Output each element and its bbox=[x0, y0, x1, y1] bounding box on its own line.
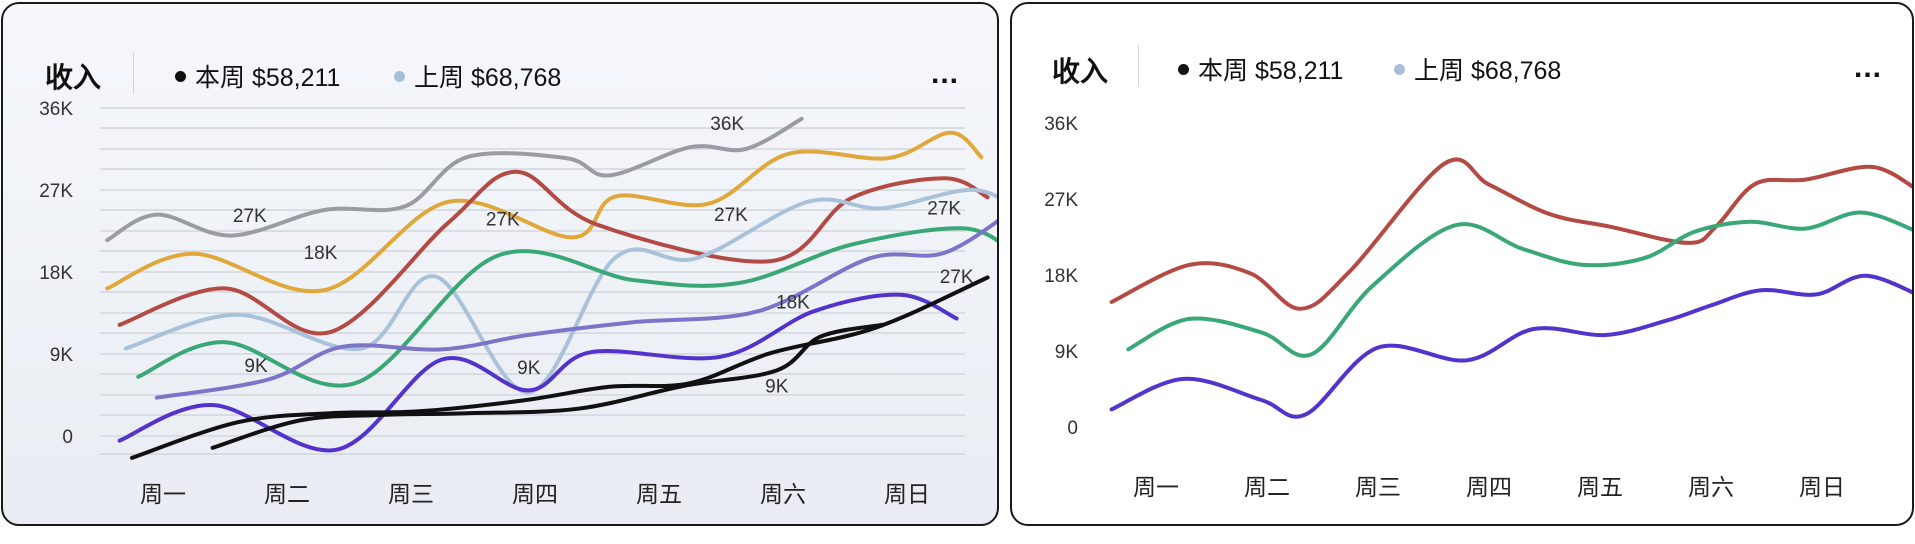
header-divider bbox=[133, 52, 134, 94]
data-label: 18K bbox=[776, 292, 810, 313]
series-lines bbox=[105, 116, 997, 460]
data-label: 36K bbox=[710, 114, 744, 135]
y-axis: 0 9K 18K 27K 36K bbox=[1044, 114, 1078, 439]
x-tick-label: 周三 bbox=[1355, 474, 1401, 500]
x-tick-label: 周日 bbox=[884, 481, 930, 507]
annotations: 27K 18K 27K 36K 27K 9K 9K 18K 9K 27K 27K bbox=[233, 114, 974, 397]
legend-dot-last-week bbox=[1394, 63, 1405, 75]
x-tick-label: 周二 bbox=[1244, 474, 1290, 500]
y-tick-label: 9K bbox=[1055, 342, 1079, 363]
y-tick-label: 27K bbox=[1044, 190, 1078, 211]
legend-dot-this-week bbox=[1178, 63, 1189, 75]
data-label: 27K bbox=[714, 205, 748, 226]
series-line-3 bbox=[117, 169, 990, 336]
x-tick-label: 周一 bbox=[140, 481, 186, 507]
y-tick-label: 9K bbox=[50, 345, 74, 366]
revenue-card-left: 收入 本周 $58,211 上周 $68,768 ... 0 9K 18K 27K 36… bbox=[1, 2, 999, 526]
x-tick-label: 周六 bbox=[1688, 474, 1734, 500]
x-tick-label: 周日 bbox=[1799, 474, 1845, 500]
header-divider bbox=[1138, 45, 1139, 87]
data-label: 9K bbox=[765, 376, 789, 397]
y-tick-label: 36K bbox=[39, 99, 73, 120]
series-line-6 bbox=[154, 219, 997, 400]
data-label: 9K bbox=[244, 356, 268, 377]
x-tick-label: 周二 bbox=[264, 481, 310, 507]
x-axis: 周一 周二 周三 周四 周五 周六 周日 bbox=[140, 481, 930, 507]
data-label: 27K bbox=[940, 267, 974, 288]
more-options-icon[interactable]: ... bbox=[931, 57, 960, 90]
series-lines bbox=[1109, 157, 1912, 419]
series-line-5 bbox=[136, 226, 997, 388]
series-line-1 bbox=[105, 116, 804, 243]
legend-this-week[interactable]: 本周 $58,211 bbox=[175, 58, 340, 94]
legend-last-week[interactable]: 上周 $68,768 bbox=[1394, 51, 1561, 87]
series-line-2 bbox=[1126, 210, 1912, 358]
card-header: 收入 本周 $58,211 上周 $68,768 ... bbox=[3, 4, 997, 104]
legend-label-this-week: 本周 $58,211 bbox=[195, 64, 341, 92]
x-tick-label: 周四 bbox=[512, 481, 558, 507]
x-axis: 周一 周二 周三 周四 周五 周六 周日 bbox=[1133, 474, 1845, 500]
y-tick-label: 36K bbox=[1044, 114, 1078, 135]
x-tick-label: 周三 bbox=[388, 481, 434, 507]
card-title: 收入 bbox=[45, 62, 102, 93]
card-title: 收入 bbox=[1052, 56, 1109, 87]
series-line-9 bbox=[210, 322, 885, 450]
legend-dot-this-week bbox=[175, 70, 186, 82]
revenue-card-right: 收入 本周 $58,211 上周 $68,768 ... 0 9K 18K 27K 36… bbox=[1010, 2, 1914, 526]
data-label: 18K bbox=[304, 243, 338, 264]
y-tick-label: 0 bbox=[62, 427, 73, 448]
y-tick-label: 18K bbox=[39, 263, 73, 284]
series-line-1 bbox=[1109, 157, 1912, 311]
data-label: 9K bbox=[517, 358, 541, 379]
legend-dot-last-week bbox=[394, 70, 405, 82]
series-line-8 bbox=[130, 275, 990, 460]
card-header: 收入 本周 $58,211 上周 $68,768 ... bbox=[1012, 4, 1912, 104]
y-axis: 0 9K 18K 27K 36K bbox=[39, 99, 73, 448]
y-tick-label: 0 bbox=[1067, 418, 1078, 439]
revenue-chart-right: 0 9K 18K 27K 36K 周一 周二 周三 周四 周五 周六 周日 bbox=[1044, 114, 1912, 500]
x-tick-label: 周六 bbox=[760, 481, 806, 507]
series-line-4 bbox=[123, 187, 997, 395]
gridlines bbox=[100, 107, 965, 456]
x-tick-label: 周一 bbox=[1133, 474, 1179, 500]
x-tick-label: 周五 bbox=[1577, 474, 1623, 500]
y-tick-label: 18K bbox=[1044, 266, 1078, 287]
series-line-3 bbox=[1109, 273, 1912, 419]
legend-this-week[interactable]: 本周 $58,211 bbox=[1178, 51, 1343, 87]
series-line-2 bbox=[105, 130, 984, 294]
y-tick-label: 27K bbox=[39, 181, 73, 202]
x-tick-label: 周四 bbox=[1466, 474, 1512, 500]
legend-label-this-week: 本周 $58,211 bbox=[1198, 57, 1344, 85]
more-options-icon[interactable]: ... bbox=[1854, 51, 1883, 84]
legend-last-week[interactable]: 上周 $68,768 bbox=[394, 58, 561, 94]
data-label: 27K bbox=[486, 210, 520, 231]
legend-label-last-week: 上周 $68,768 bbox=[414, 64, 562, 92]
x-tick-label: 周五 bbox=[636, 481, 682, 507]
data-label: 27K bbox=[927, 199, 961, 220]
legend-label-last-week: 上周 $68,768 bbox=[1414, 57, 1562, 85]
data-label: 27K bbox=[233, 206, 267, 227]
series-line-7 bbox=[117, 292, 959, 453]
